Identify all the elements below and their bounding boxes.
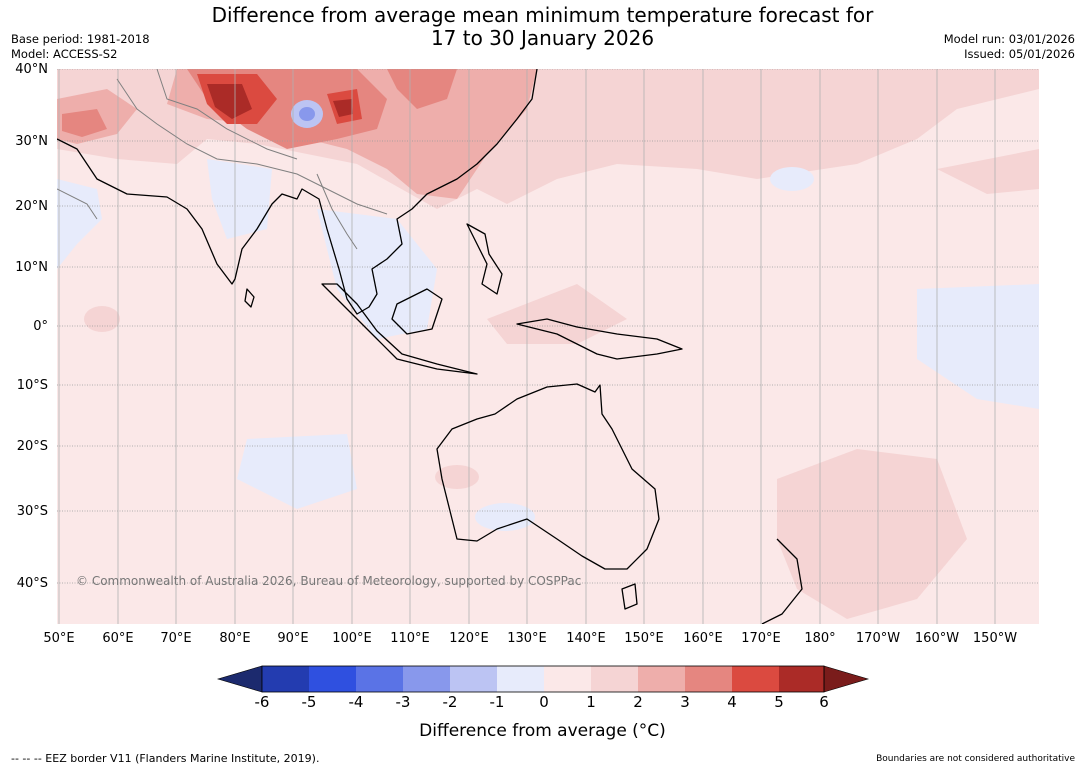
north-pacific-cool-spot <box>770 167 814 191</box>
issued-date: Issued: 05/01/2026 <box>964 47 1075 61</box>
colorbar-segment-below-6 <box>216 665 263 693</box>
southeast-asia-cool-region <box>317 209 437 339</box>
colorbar-tick-minus1: -1 <box>489 693 505 711</box>
tasmania-coastline <box>621 583 638 610</box>
colorbar-segment-minus5-minus4 <box>309 666 356 692</box>
tibet-anomaly-5-6 <box>207 84 252 119</box>
lon-label-60e: 60°E <box>102 631 134 646</box>
colorbar-label: Difference from average (°C) <box>419 721 666 741</box>
india-cool-region <box>207 159 272 239</box>
indian-ocean-warm-spot <box>84 306 120 332</box>
lat-label-20s: 20°S <box>16 439 48 454</box>
boundary-disclaimer: Boundaries are not considered authoritat… <box>876 754 1075 764</box>
colorbar-tick-minus5: -5 <box>301 693 317 711</box>
southwest-pacific-warm-region <box>777 449 967 619</box>
borneo-coastline <box>391 288 443 335</box>
lon-label-160e: 160°E <box>683 631 723 646</box>
lon-label-170e: 170°E <box>741 631 781 646</box>
new-zealand-coastline <box>761 538 803 624</box>
lat-label-40n: 40°N <box>15 62 48 77</box>
north-china-anomaly-3-4 <box>387 69 457 109</box>
colorbar-tick-1: 1 <box>586 693 596 711</box>
colorbar-segment-4-5 <box>732 666 779 692</box>
lon-label-160w: 160°W <box>914 631 960 646</box>
lat-label-10n: 10°N <box>15 260 48 275</box>
coastlines <box>57 69 803 624</box>
country-borders <box>57 69 388 250</box>
lat-label-40s: 40°S <box>16 576 48 591</box>
lon-label-120e: 120°E <box>449 631 489 646</box>
colorbar-tick-minus4: -4 <box>348 693 364 711</box>
colorbar-segment-minus4-minus3 <box>356 666 403 692</box>
west-pacific-warm-region <box>937 149 1039 194</box>
map-meridians <box>58 69 996 624</box>
colorbar-segment-minus3-minus2 <box>403 666 450 692</box>
lon-label-170w: 170°W <box>855 631 901 646</box>
colorbar-tick-3: 3 <box>680 693 690 711</box>
colorbar-segment-5-6 <box>779 666 824 692</box>
colorbar-frame <box>261 665 825 693</box>
lon-label-150w: 150°W <box>972 631 1018 646</box>
philippines-coastline <box>466 223 503 295</box>
west-asia-anomaly-3-4 <box>62 109 107 137</box>
lat-label-equator: 0° <box>33 319 48 334</box>
colorbar-segment-2-3 <box>638 666 685 692</box>
map-title: Difference from average mean minimum tem… <box>0 4 1085 50</box>
lon-label-80e: 80°E <box>219 631 251 646</box>
copyright-notice: © Commonwealth of Australia 2026, Bureau… <box>76 574 582 588</box>
eez-border-legend: -- -- -- EEZ border V11 (Flanders Marine… <box>11 752 320 765</box>
colorbar-segment-3-4 <box>685 666 732 692</box>
lon-label-180: 180° <box>804 631 836 646</box>
title-line-1: Difference from average mean minimum tem… <box>211 3 874 27</box>
colorbar-tick-0: 0 <box>539 693 549 711</box>
colorbar-tick-2: 2 <box>633 693 643 711</box>
colorbar-tick-minus6: -6 <box>254 693 270 711</box>
asia-coastline <box>57 69 538 315</box>
indian-ocean-cool-region <box>237 434 357 509</box>
lat-label-10s: 10°S <box>16 378 48 393</box>
colorbar-tick-minus3: -3 <box>395 693 411 711</box>
lon-label-110e: 110°E <box>390 631 430 646</box>
colorbar-tick-minus2: -2 <box>442 693 458 711</box>
colorbar-segment-minus6-minus5 <box>262 666 309 692</box>
central-australia-cool-region <box>475 503 535 531</box>
meta-left: Base period: 1981-2018 Model: ACCESS-S2 <box>11 32 150 62</box>
sumatra-java-coastline <box>321 283 478 375</box>
colorbar-segment-1-2 <box>591 666 638 692</box>
lon-label-140e: 140°E <box>566 631 606 646</box>
model-run: Model run: 03/01/2026 <box>943 32 1075 46</box>
arabian-sea-cool-region <box>57 179 102 269</box>
colorbar-segment-above-6 <box>823 665 870 693</box>
temperature-anomaly-map <box>57 69 1039 624</box>
lat-label-20n: 20°N <box>15 199 48 214</box>
model-name: Model: ACCESS-S2 <box>11 47 118 61</box>
sichuan-anomaly-5-6 <box>333 99 353 117</box>
base-period: Base period: 1981-2018 <box>11 32 150 46</box>
colorbar-tick-6: 6 <box>819 693 829 711</box>
lon-label-50e: 50°E <box>43 631 75 646</box>
lon-label-90e: 90°E <box>277 631 309 646</box>
map-gridlines <box>57 69 1039 584</box>
australia-warm-spot <box>435 465 479 489</box>
title-line-2: 17 to 30 January 2026 <box>430 26 655 50</box>
lon-label-130e: 130°E <box>507 631 547 646</box>
lon-label-150e: 150°E <box>624 631 664 646</box>
lon-label-100e: 100°E <box>332 631 372 646</box>
sri-lanka-coastline <box>244 288 255 308</box>
australia-coastline <box>436 383 660 570</box>
colorbar-tick-4: 4 <box>727 693 737 711</box>
colorbar-tick-5: 5 <box>774 693 784 711</box>
lat-label-30s: 30°S <box>16 504 48 519</box>
east-pacific-cool-region <box>917 284 1039 409</box>
colorbar-segment-minus1-0 <box>497 666 544 692</box>
new-guinea-coastline <box>516 318 683 360</box>
lat-label-30n: 30°N <box>15 134 48 149</box>
colorbar <box>216 665 870 693</box>
lon-label-70e: 70°E <box>160 631 192 646</box>
colorbar-segment-minus2-minus1 <box>450 666 497 692</box>
colorbar-segment-0-1 <box>544 666 591 692</box>
meta-right: Model run: 03/01/2026 Issued: 05/01/2026 <box>944 32 1075 62</box>
tibet-cool-spot-core <box>299 107 315 121</box>
